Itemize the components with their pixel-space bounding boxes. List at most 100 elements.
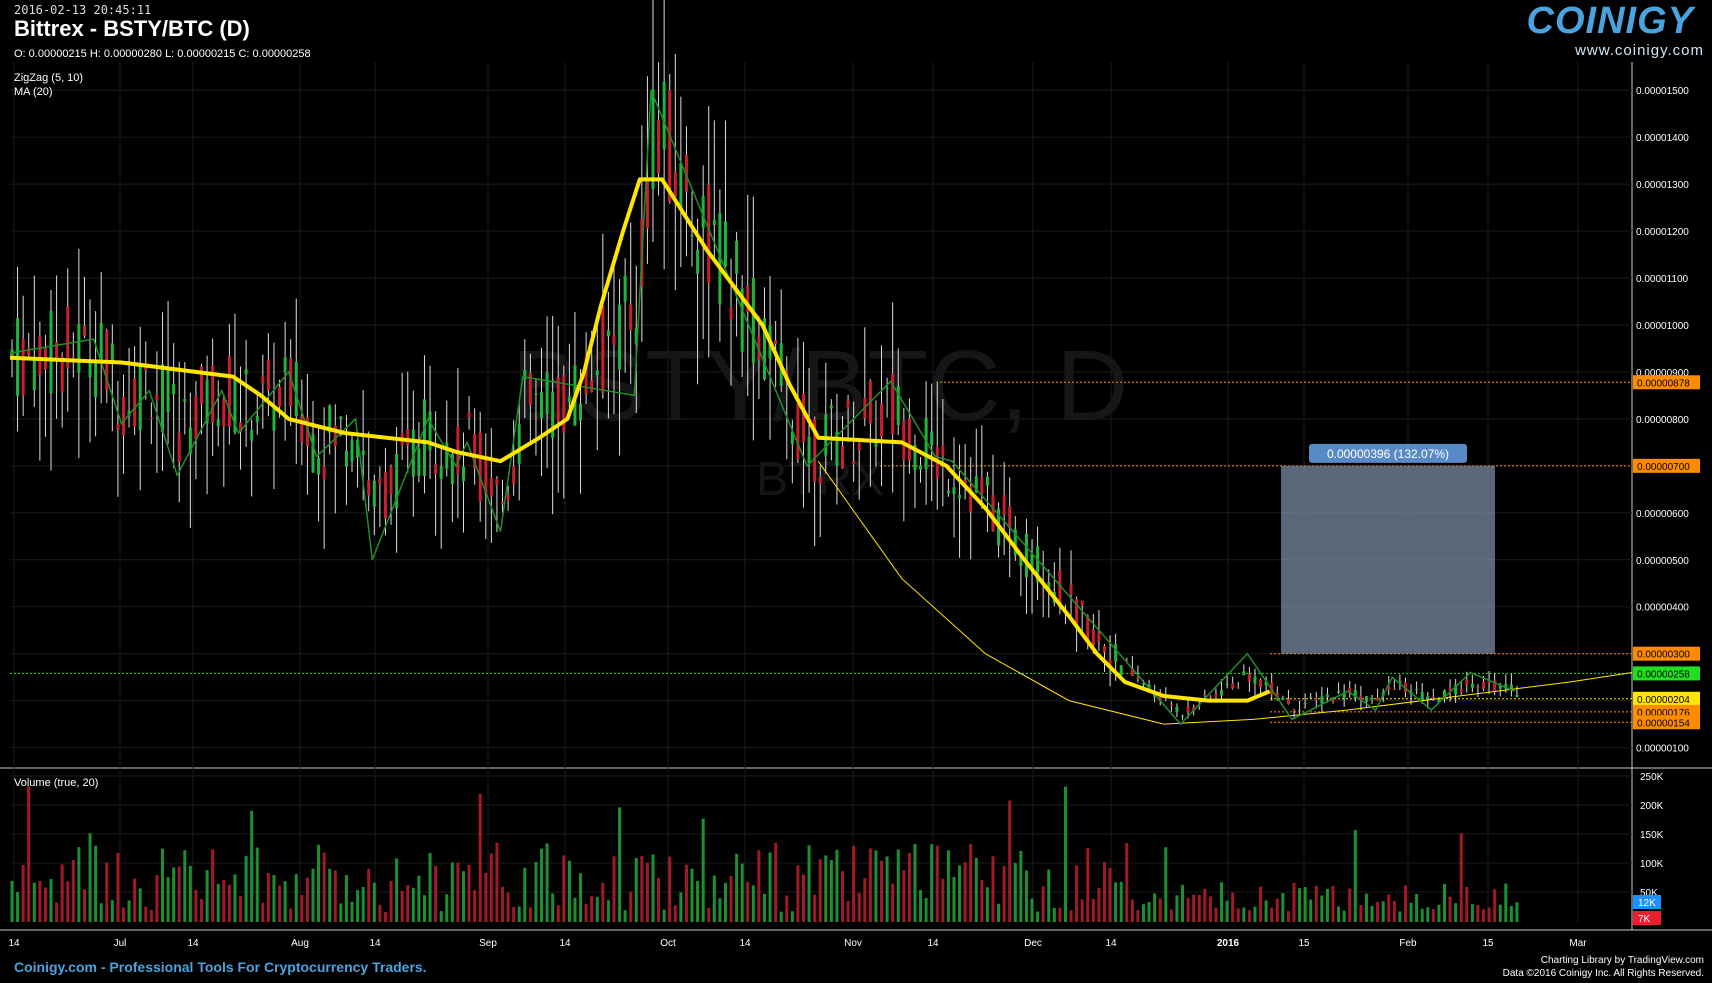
candle-body <box>545 372 549 414</box>
volume-bar <box>439 911 443 922</box>
volume-bar <box>751 885 755 922</box>
volume-bar <box>1203 888 1207 922</box>
candle-body <box>1498 685 1502 689</box>
volume-bar <box>166 877 170 922</box>
candle-body <box>701 196 705 228</box>
volume-bar <box>1242 907 1246 922</box>
volume-tick-label: 150K <box>1640 830 1664 841</box>
volume-bar <box>222 880 226 922</box>
candle-body <box>880 403 884 437</box>
volume-indicator-label[interactable]: Volume (true, 20) <box>14 777 99 789</box>
candle-body <box>434 464 438 474</box>
candle-body <box>606 330 610 337</box>
volume-bar <box>1141 904 1145 922</box>
volume-bar <box>1331 885 1335 922</box>
volume-badge <box>1633 895 1661 909</box>
volume-bar <box>590 896 594 922</box>
candle-body <box>1086 615 1090 642</box>
candle-body <box>1426 696 1430 701</box>
candle-body <box>829 405 833 409</box>
y-tick-label: 0.00001300 <box>1636 180 1689 191</box>
candle-body <box>824 414 828 456</box>
volume-bar <box>512 907 516 922</box>
candle-body <box>595 370 599 376</box>
volume-bar <box>1309 899 1313 922</box>
volume-bar <box>411 887 415 922</box>
candle-body <box>723 221 727 267</box>
volume-bar <box>378 904 382 922</box>
candle-body <box>1080 600 1084 606</box>
y-tick-label: 0.00000600 <box>1636 509 1689 520</box>
footer-credit-tradingview[interactable]: Charting Library by TradingView.com <box>1540 955 1704 966</box>
volume-bar <box>1119 881 1123 922</box>
x-tick-label: 14 <box>559 938 571 949</box>
price-badge <box>1633 375 1700 390</box>
volume-bar <box>10 880 14 922</box>
candle-body <box>1220 689 1224 696</box>
indicator-ma-label[interactable]: MA (20) <box>14 86 53 98</box>
volume-bar <box>1493 889 1497 922</box>
candle-body <box>751 278 755 364</box>
volume-bar <box>434 866 438 922</box>
candle-body <box>94 362 98 398</box>
candle-body <box>233 380 237 433</box>
volume-bar <box>963 862 967 922</box>
volume-bar <box>1403 885 1407 922</box>
price-badge <box>1633 715 1700 730</box>
volume-bar <box>250 810 254 922</box>
candle-body <box>1442 690 1446 698</box>
volume-bar <box>417 875 421 922</box>
candle-body <box>428 411 432 451</box>
candle-body <box>813 418 817 482</box>
volume-bar <box>1353 829 1357 922</box>
candle-body <box>969 485 973 512</box>
volume-bar <box>852 846 856 922</box>
arc-curve-line <box>817 460 1633 725</box>
volume-bar <box>768 852 772 922</box>
volume-bar <box>757 850 761 922</box>
volume-bar <box>1342 910 1346 922</box>
volume-bar <box>1024 870 1028 922</box>
volume-bar <box>885 856 889 922</box>
volume-bar <box>1058 907 1062 922</box>
candle-body <box>250 430 254 441</box>
x-tick-label: 14 <box>927 938 939 949</box>
candle-body <box>1119 665 1123 675</box>
volume-bar <box>183 850 187 922</box>
candle-body <box>116 424 120 430</box>
volume-bar <box>1136 910 1140 922</box>
volume-bar <box>1459 833 1463 922</box>
volume-bar <box>534 862 538 922</box>
candle-body <box>1041 594 1045 596</box>
candle-body <box>88 359 92 378</box>
candle-body <box>684 154 688 192</box>
volume-bar <box>350 901 354 922</box>
candle-body <box>478 432 482 502</box>
candle-body <box>1359 695 1363 701</box>
candle-body <box>801 393 805 443</box>
footer-tagline[interactable]: Coinigy.com - Professional Tools For Cry… <box>14 959 427 975</box>
candle-body <box>1398 681 1402 684</box>
candle-body <box>1108 659 1112 667</box>
volume-bar <box>1303 887 1307 922</box>
volume-bar <box>835 849 839 922</box>
candle-body <box>200 366 204 405</box>
volume-bar <box>579 873 583 922</box>
candle-body <box>958 494 962 499</box>
candle-body <box>138 363 142 431</box>
volume-bar <box>790 911 794 922</box>
candle-body <box>991 495 995 531</box>
volume-bar <box>38 880 42 922</box>
candle-body <box>1493 680 1497 692</box>
volume-bar <box>406 885 410 922</box>
volume-bar <box>149 909 153 922</box>
candle-body <box>891 373 895 435</box>
candle-body <box>523 370 527 380</box>
volume-bar <box>634 857 638 922</box>
volume-bar <box>1030 898 1034 922</box>
volume-bar <box>952 877 956 922</box>
candle-body <box>244 369 248 375</box>
indicator-zigzag-label[interactable]: ZigZag (5, 10) <box>14 72 84 84</box>
candle-body <box>160 364 164 432</box>
